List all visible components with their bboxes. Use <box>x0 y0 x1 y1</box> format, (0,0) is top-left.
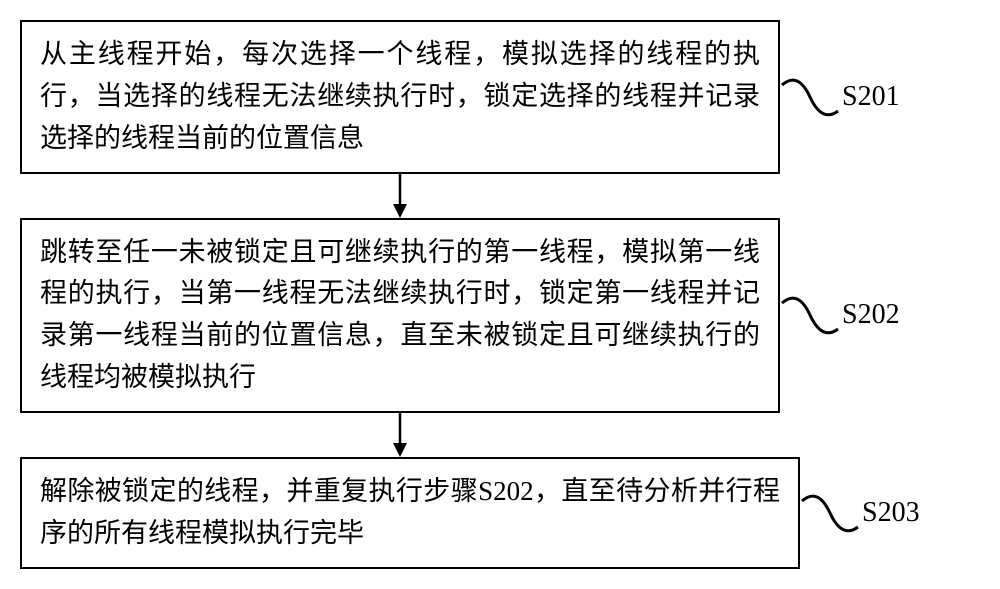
connector-wave-icon <box>780 295 840 335</box>
arrow-wrap <box>20 174 780 218</box>
step-label-wrap: S202 <box>780 295 900 335</box>
flowchart: 从主线程开始，每次选择一个线程，模拟选择的线程的执行，当选择的线程无法继续执行时… <box>20 20 980 569</box>
step-label: S201 <box>842 81 900 113</box>
step-label-wrap: S201 <box>780 77 900 117</box>
flow-row: 解除被锁定的线程，并重复执行步骤S202，直至待分析并行程序的所有线程模拟执行完… <box>20 457 980 569</box>
step-label-wrap: S203 <box>800 493 920 533</box>
flow-row: 从主线程开始，每次选择一个线程，模拟选择的线程的执行，当选择的线程无法继续执行时… <box>20 20 980 174</box>
flow-box-s203: 解除被锁定的线程，并重复执行步骤S202，直至待分析并行程序的所有线程模拟执行完… <box>20 457 800 569</box>
step-label: S203 <box>862 497 920 529</box>
connector-wave-icon <box>780 77 840 117</box>
flow-row: 跳转至任一未被锁定且可继续执行的第一线程，模拟第一线程的执行，当第一线程无法继续… <box>20 218 980 413</box>
arrow-wrap <box>20 413 780 457</box>
flow-box-s202: 跳转至任一未被锁定且可继续执行的第一线程，模拟第一线程的执行，当第一线程无法继续… <box>20 218 780 413</box>
step-label: S202 <box>842 299 900 331</box>
flow-box-s201: 从主线程开始，每次选择一个线程，模拟选择的线程的执行，当选择的线程无法继续执行时… <box>20 20 780 174</box>
flow-box-text: 从主线程开始，每次选择一个线程，模拟选择的线程的执行，当选择的线程无法继续执行时… <box>40 34 760 160</box>
connector-wave-icon <box>800 493 860 533</box>
flow-box-text: 解除被锁定的线程，并重复执行步骤S202，直至待分析并行程序的所有线程模拟执行完… <box>40 471 780 555</box>
arrow-down-icon <box>390 174 410 218</box>
arrow-down-icon <box>390 413 410 457</box>
flow-box-text: 跳转至任一未被锁定且可继续执行的第一线程，模拟第一线程的执行，当第一线程无法继续… <box>40 232 760 399</box>
